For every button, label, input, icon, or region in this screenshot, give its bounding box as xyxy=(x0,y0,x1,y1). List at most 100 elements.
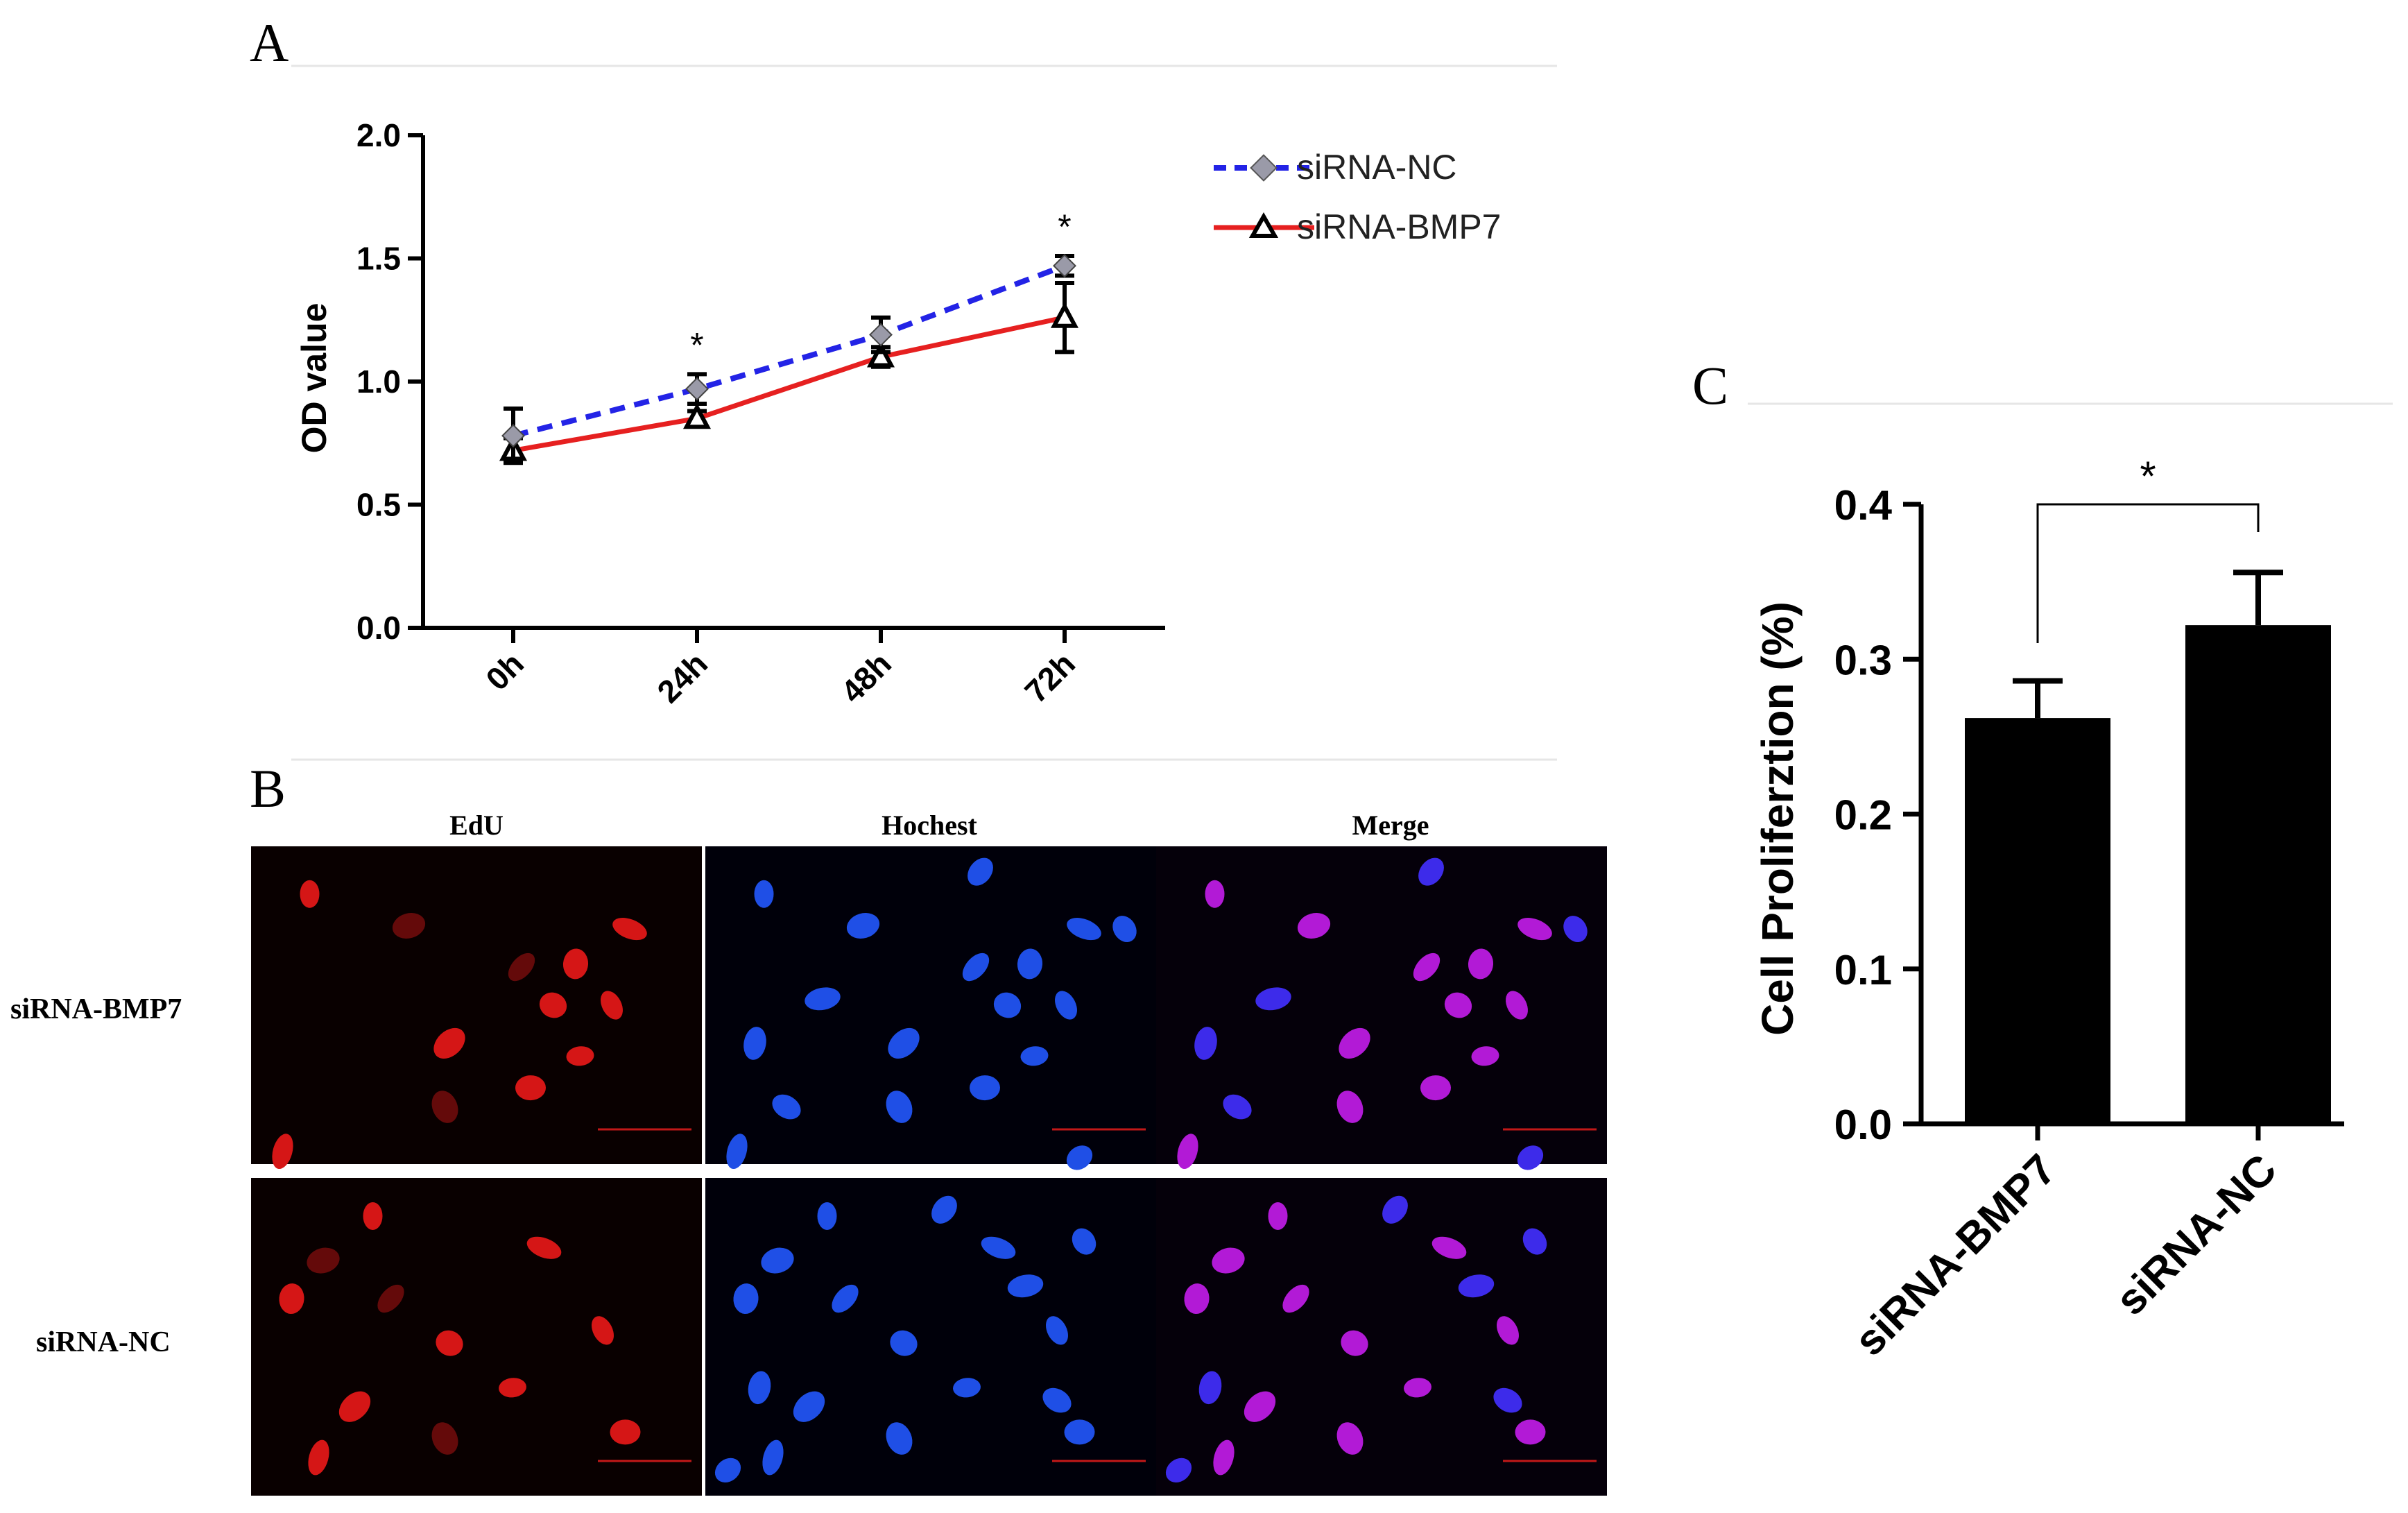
data-point-nc xyxy=(501,424,525,448)
cell-nucleus xyxy=(1493,1387,1522,1413)
cell-nucleus xyxy=(805,987,841,1011)
cell-nucleus xyxy=(436,1330,463,1356)
cell-nucleus xyxy=(1046,1316,1068,1345)
cell-nucleus xyxy=(1420,1075,1451,1101)
col-label-edu: EdU xyxy=(449,810,504,841)
cell-nucleus xyxy=(748,1371,771,1405)
row-label-nc: siRNA-NC xyxy=(36,1326,171,1358)
cell-nucleus xyxy=(539,992,567,1018)
chart-c-ytick-label: 0.0 xyxy=(1834,1102,1892,1148)
micro-tile-r1-c1 xyxy=(705,1178,1156,1496)
micro-tile-r1-c0 xyxy=(251,1178,702,1496)
col-label-hoechst: Hochest xyxy=(882,810,977,841)
cell-nucleus xyxy=(1522,1228,1547,1255)
chart-a-ytick-label: 1.0 xyxy=(356,364,401,400)
chart-a-xtick-label: 0h xyxy=(479,645,531,697)
micro-tile-r0-c1 xyxy=(705,846,1156,1170)
significance-bracket xyxy=(2036,503,2260,643)
chart-a-axes: 0.0 0.5 1.0 1.5 2.0 0h 24h 48h 72h xyxy=(356,117,1165,710)
cell-nucleus xyxy=(377,1284,404,1313)
cell-nucleus xyxy=(1223,1094,1252,1120)
cell-nucleus xyxy=(733,1283,759,1315)
cell-nucleus xyxy=(1468,948,1494,980)
chart-c-ylabel: Cell Proliferztion (%) xyxy=(1753,601,1803,1036)
significance-star: * xyxy=(690,325,703,364)
chart-a-ytick-label: 0.5 xyxy=(356,487,401,523)
cell-nucleus xyxy=(1213,1439,1235,1476)
cell-nucleus xyxy=(300,880,320,908)
cell-nucleus xyxy=(508,952,535,982)
cell-nucleus xyxy=(1515,1419,1546,1445)
cell-nucleus xyxy=(1072,1228,1096,1255)
micro-tile-r0-c0 xyxy=(251,846,702,1170)
cell-nucleus xyxy=(846,912,880,939)
cell-nucleus xyxy=(1563,916,1588,943)
legend-bmp7-marker xyxy=(1248,212,1279,238)
chart-c-ytick-label: 0.2 xyxy=(1834,792,1892,839)
cell-nucleus xyxy=(515,1075,546,1101)
cell-nucleus xyxy=(562,948,589,980)
cell-nucleus xyxy=(1184,1283,1210,1315)
cell-nucleus xyxy=(433,1027,465,1059)
cell-nucleus xyxy=(993,992,1022,1018)
microscopy-panel: EdU Hochest Merge siRNA-BMP7 siRNA-NC xyxy=(10,810,1607,1496)
cell-nucleus xyxy=(1497,1316,1519,1345)
cell-nucleus xyxy=(431,1422,458,1455)
cell-nucleus xyxy=(761,1247,794,1274)
legend-nc-label: siRNA-NC xyxy=(1297,148,1457,187)
cell-nucleus xyxy=(1244,1391,1276,1422)
chart-c-ytick-label: 0.4 xyxy=(1834,482,1893,529)
chart-a-ytick-label: 0.0 xyxy=(356,610,401,646)
data-point-nc xyxy=(1053,254,1076,278)
cell-nucleus xyxy=(1007,1274,1044,1298)
row-label-bmp7: siRNA-BMP7 xyxy=(10,993,182,1025)
cell-nucleus xyxy=(1506,991,1528,1020)
cell-nucleus xyxy=(1431,1236,1467,1259)
chart-c-xtick-label: siRNA-BMP7 xyxy=(1846,1145,2065,1365)
cell-nucleus xyxy=(832,1284,859,1313)
cell-nucleus xyxy=(817,1202,837,1230)
cell-nucleus xyxy=(772,1094,801,1120)
cell-nucleus xyxy=(307,1247,340,1274)
cell-nucleus xyxy=(1471,1046,1499,1066)
cell-nucleus xyxy=(1339,1027,1370,1059)
cell-nucleus xyxy=(931,1195,957,1224)
cell-nucleus xyxy=(754,880,774,908)
cell-nucleus xyxy=(1020,1046,1049,1066)
chart-a-xtick-label: 48h xyxy=(834,645,898,710)
data-point-nc xyxy=(685,377,709,401)
cell-nucleus xyxy=(1517,918,1552,941)
cell-nucleus xyxy=(612,918,647,941)
cell-nucleus xyxy=(338,1391,371,1422)
cell-nucleus xyxy=(1212,1247,1245,1274)
cell-nucleus xyxy=(1255,987,1291,1011)
micro-image-grid xyxy=(251,846,1607,1496)
series-line-bmp7 xyxy=(513,315,1065,453)
cell-nucleus xyxy=(1382,1195,1408,1224)
cell-nucleus xyxy=(1066,1145,1093,1170)
cell-nucleus xyxy=(1042,1387,1072,1413)
cell-nucleus xyxy=(886,1422,913,1455)
cell-nucleus xyxy=(1064,1419,1095,1445)
cell-nucleus xyxy=(1418,857,1444,886)
cell-nucleus xyxy=(1017,948,1043,980)
cell-nucleus xyxy=(1458,1274,1495,1298)
cell-nucleus xyxy=(431,1091,458,1123)
micro-tile-bg xyxy=(251,846,702,1164)
micro-tile-r0-c2 xyxy=(1156,846,1607,1170)
cell-nucleus xyxy=(592,1316,614,1345)
cell-nucleus xyxy=(1336,1422,1364,1455)
significance-star: * xyxy=(1058,207,1071,246)
chart-c-bars: * xyxy=(1965,453,2331,1124)
cell-nucleus xyxy=(499,1378,526,1398)
data-point-bmp7 xyxy=(866,341,895,368)
cell-nucleus xyxy=(743,1027,766,1060)
data-point-bmp7 xyxy=(682,402,712,429)
chart-a-xtick-label: 24h xyxy=(650,645,714,710)
col-label-merge: Merge xyxy=(1352,810,1429,841)
cell-nucleus xyxy=(890,1330,918,1356)
cell-nucleus xyxy=(1282,1284,1309,1313)
cell-nucleus xyxy=(272,1134,293,1170)
cell-nucleus xyxy=(1112,916,1137,943)
